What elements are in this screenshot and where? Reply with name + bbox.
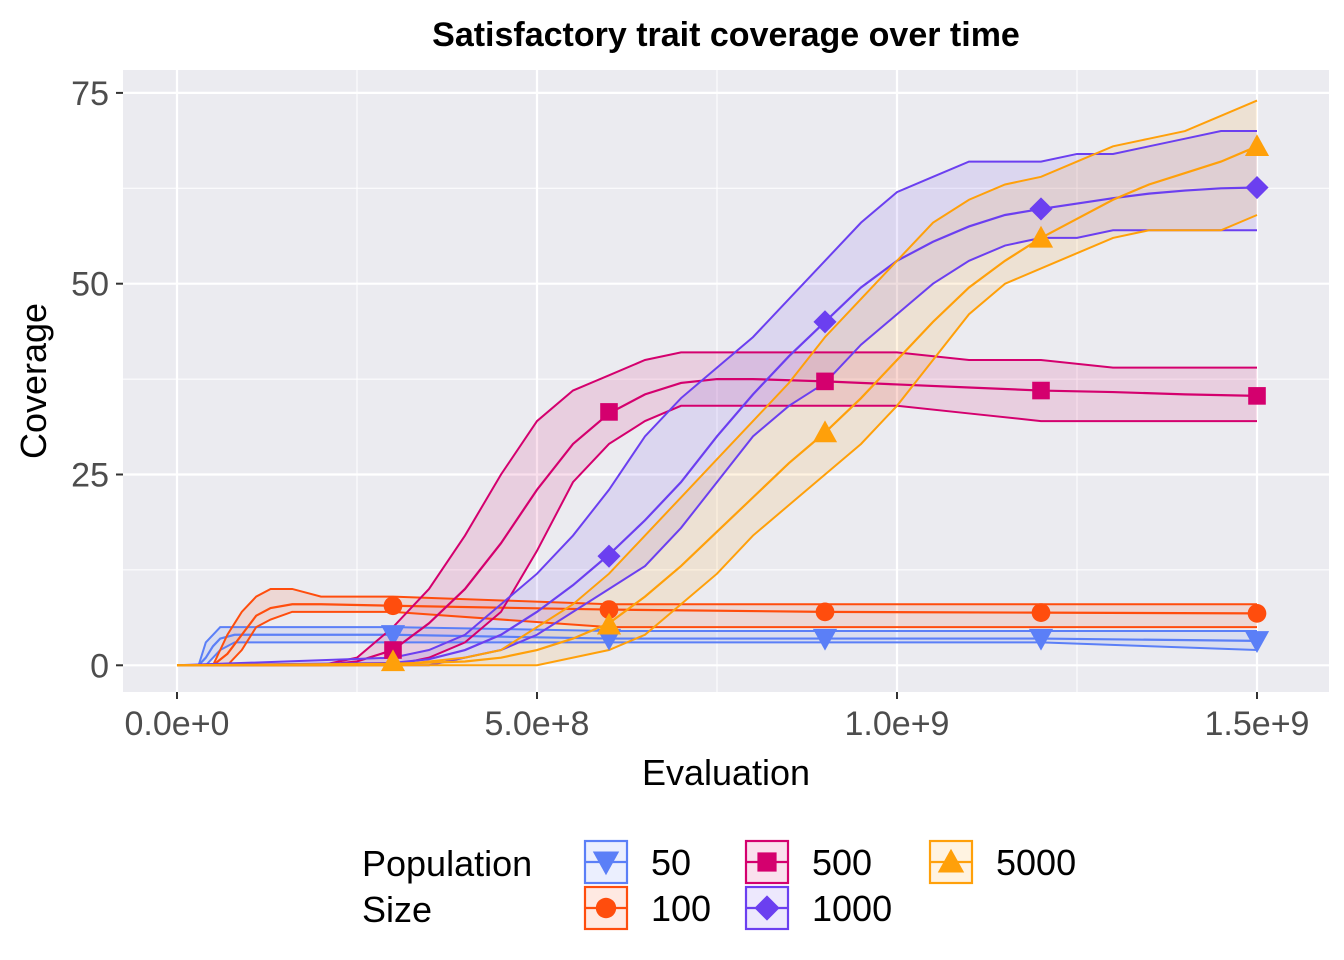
y-tick-label: 75 [71,75,109,113]
y-tick-label: 0 [90,647,109,685]
marker-100 [815,602,835,622]
marker-1000 [813,310,837,334]
marker-50 [1028,628,1054,651]
marker-1000 [597,544,621,568]
marker-500 [816,372,834,391]
legend-item-500: 500 [744,839,872,885]
marker-5000 [1028,225,1054,248]
legend-key-marker [937,848,965,873]
marker-5000 [812,420,838,443]
legend-title-line-1: Population [362,843,532,884]
marker-100 [1247,604,1267,623]
legend-label: 5000 [996,842,1076,883]
marker-5000 [1244,134,1270,156]
legend-label: 50 [651,842,691,883]
y-tick-label: 25 [71,456,109,494]
band-series-5000 [177,100,1257,666]
marker-50 [380,625,406,647]
y-tick-label: 50 [71,266,109,304]
chart-title: Satisfactory trait coverage over time [432,16,1020,54]
legend-label: 500 [812,842,872,883]
x-tick-label: 1.5e+9 [1205,705,1310,743]
mean-line-1000 [176,186,1258,667]
legend-label: 100 [651,888,711,929]
legend-item-1000: 1000 [744,885,892,931]
legend: Population Size 50 100 500 1000 5000 [362,839,1076,931]
plot-background [123,70,1329,692]
legend-item-100: 100 [583,885,711,931]
x-tick-label: 5.0e+8 [485,705,590,743]
marker-50 [1244,631,1270,653]
mean-line-500 [177,377,1258,667]
marker-1000 [1245,175,1269,200]
band-series-1000 [177,131,1257,666]
marker-5000 [380,649,406,672]
y-axis-title: Coverage [13,303,54,459]
legend-key-marker [592,851,620,876]
legend-key-marker [595,897,617,919]
lower-bound-line-1000 [177,229,1257,667]
legend-title-line-2: Size [362,889,432,930]
marker-100 [383,596,403,616]
marker-1000 [1029,197,1053,221]
series-lines [176,99,1258,667]
marker-100 [599,600,619,619]
legend-key-marker [754,895,780,921]
lower-bound-line-5000 [177,214,1258,667]
marker-5000 [596,612,622,635]
x-tick-label: 1.0e+9 [845,705,950,743]
series-markers [380,134,1270,672]
legend-item-5000: 5000 [928,839,1076,885]
marker-500 [1032,381,1050,400]
band-series-500 [177,352,1257,666]
marker-100 [1031,603,1051,622]
axes: 0.0e+0 5.0e+8 1.0e+9 1.5e+9 0 25 50 75 [71,75,1309,743]
upper-bound-line-1000 [176,130,1257,667]
upper-bound-line-500 [177,351,1257,667]
legend-key-marker [757,852,777,872]
marker-500 [1248,387,1266,405]
legend-label: 1000 [812,888,892,929]
legend-item-50: 50 [583,839,691,885]
marker-50 [812,628,838,651]
upper-bound-line-5000 [177,99,1258,667]
x-tick-label: 0.0e+0 [125,705,230,743]
x-axis-title: Evaluation [642,752,810,793]
marker-500 [600,403,618,421]
